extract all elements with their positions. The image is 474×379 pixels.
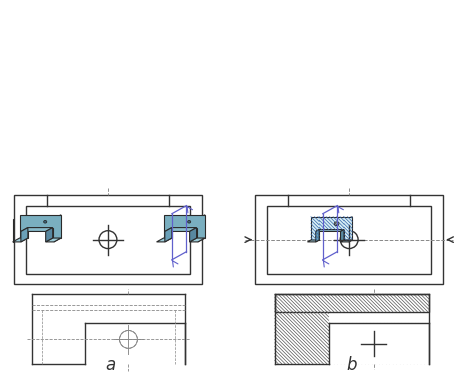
Polygon shape [46, 238, 61, 242]
Bar [255, 195, 444, 284]
Polygon shape [19, 215, 61, 238]
Bar [328, 323, 428, 364]
Bar [267, 206, 431, 274]
Bar [275, 294, 428, 364]
Text: b: b [346, 356, 356, 374]
Polygon shape [21, 227, 53, 232]
Polygon shape [316, 230, 344, 232]
Polygon shape [54, 215, 61, 242]
Polygon shape [21, 227, 28, 242]
Polygon shape [164, 215, 205, 238]
Polygon shape [349, 217, 352, 242]
Polygon shape [340, 240, 352, 242]
Polygon shape [190, 227, 197, 242]
Polygon shape [165, 227, 197, 232]
Polygon shape [340, 230, 344, 242]
Polygon shape [13, 238, 28, 242]
Ellipse shape [336, 223, 337, 224]
Polygon shape [316, 230, 319, 242]
Polygon shape [156, 219, 165, 242]
Bar [275, 294, 428, 312]
Polygon shape [156, 238, 172, 242]
Polygon shape [172, 206, 186, 260]
Polygon shape [311, 217, 352, 240]
Ellipse shape [334, 222, 339, 226]
Polygon shape [165, 227, 172, 242]
Polygon shape [46, 227, 53, 242]
Bar [26, 206, 190, 274]
Polygon shape [198, 215, 205, 242]
Polygon shape [323, 206, 337, 260]
Text: a: a [106, 356, 116, 374]
Polygon shape [308, 240, 319, 242]
Polygon shape [13, 219, 21, 242]
Bar [14, 195, 202, 284]
Polygon shape [190, 238, 205, 242]
Ellipse shape [188, 221, 191, 223]
Ellipse shape [44, 221, 47, 223]
